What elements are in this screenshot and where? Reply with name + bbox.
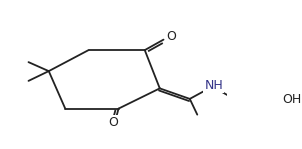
Text: OH: OH xyxy=(282,93,301,106)
Text: NH: NH xyxy=(204,79,223,92)
Text: O: O xyxy=(166,30,176,43)
Text: O: O xyxy=(108,116,118,129)
